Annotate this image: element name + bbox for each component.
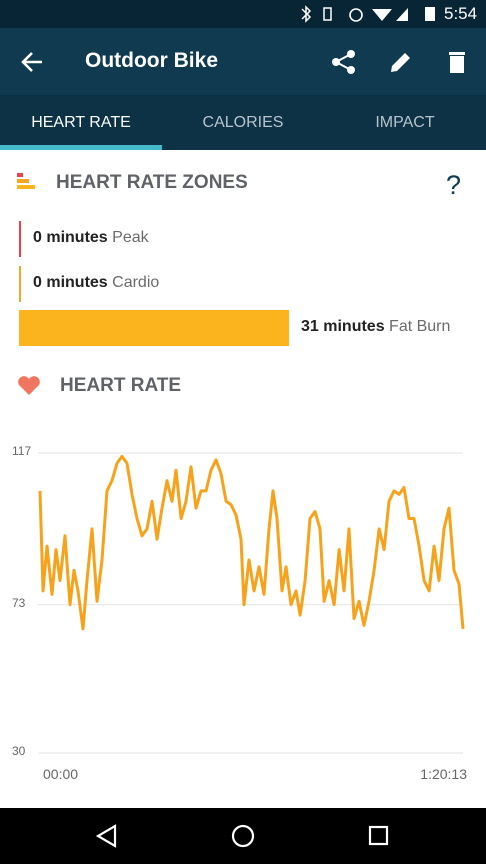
nav-bar <box>0 808 486 864</box>
zone-bar <box>19 310 289 346</box>
home-nav[interactable] <box>231 824 255 848</box>
section-title: HEART RATE <box>60 375 182 396</box>
share-button[interactable] <box>331 49 357 75</box>
tab[interactable]: HEART RATE <box>31 114 131 131</box>
zone-text: 0 minutes Cardio <box>33 274 159 292</box>
recents-nav[interactable] <box>368 825 390 847</box>
zone-name: Peak <box>112 229 149 246</box>
heart-rate-chart: 30 73 117 00:00 1:20:13 <box>12 444 467 782</box>
heart-rate-line <box>38 454 465 631</box>
zone-text: 0 minutes Peak <box>33 229 149 247</box>
zone-name: Fat Burn <box>389 318 451 335</box>
battery-icon <box>425 7 435 21</box>
edit-button[interactable] <box>389 50 413 74</box>
back-nav[interactable] <box>95 824 119 848</box>
status-icons <box>301 5 408 23</box>
help-button[interactable]: ? <box>446 170 462 200</box>
tab[interactable]: CALORIES <box>202 114 284 131</box>
status-bar: 5:54 <box>0 0 486 28</box>
y-tick-label: 117 <box>12 444 31 458</box>
zone-minutes: 0 minutes <box>33 273 108 291</box>
toolbar-title: Outdoor Bike <box>85 49 219 72</box>
y-tick-label: 73 <box>12 596 26 610</box>
clock: 5:54 <box>444 4 478 23</box>
heart-icon <box>18 376 40 395</box>
zone-bar <box>19 265 21 302</box>
zone-name: Cardio <box>112 273 160 291</box>
tab[interactable]: IMPACT <box>375 114 435 131</box>
zone-minutes: 31 minutes <box>301 318 385 335</box>
tab-bar <box>0 95 486 150</box>
back-button[interactable] <box>20 50 46 74</box>
zone-text: 31 minutes Fat Burn <box>301 318 450 336</box>
toolbar: Outdoor Bike <box>0 28 486 95</box>
x-tick-label: 00:00 <box>43 766 78 782</box>
delete-button[interactable] <box>447 49 467 75</box>
zone-minutes: 0 minutes <box>33 229 108 246</box>
zone-bar <box>19 221 21 257</box>
zones-icon <box>17 173 35 189</box>
x-tick-label: 1:20:13 <box>420 766 467 782</box>
tab-indicator <box>0 145 162 150</box>
section-title: HEART RATE ZONES <box>56 172 248 193</box>
y-tick-label: 30 <box>12 744 26 758</box>
